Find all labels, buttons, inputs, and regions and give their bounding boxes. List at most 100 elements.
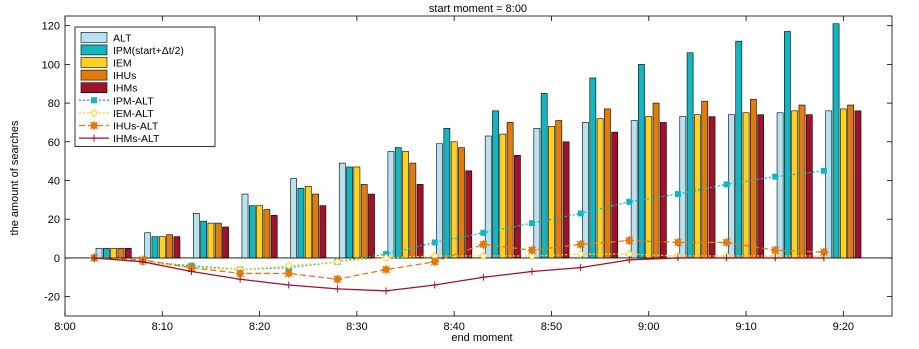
legend-marker-rays	[89, 121, 99, 130]
x-axis-label: end moment	[451, 332, 512, 344]
legend-marker-shape	[89, 108, 99, 118]
line-point	[430, 257, 440, 267]
bar	[798, 104, 806, 259]
y-axis-label: the amount of searches	[9, 120, 21, 235]
bar	[548, 126, 555, 259]
bar	[630, 120, 638, 259]
bar	[124, 247, 132, 259]
series-line	[94, 253, 824, 271]
line-point	[479, 251, 488, 261]
line-point	[626, 198, 633, 205]
line-point	[529, 220, 536, 227]
line-point-shape	[577, 210, 584, 217]
line-point	[478, 239, 488, 249]
legend-label: IEM	[113, 58, 132, 70]
bar	[484, 135, 492, 259]
line-point-shape	[187, 267, 195, 275]
line-point-shape	[528, 267, 536, 275]
bar	[214, 222, 222, 259]
bar	[825, 110, 833, 259]
bar	[222, 226, 229, 259]
legend-label: IHUs	[113, 70, 136, 82]
line-point	[722, 237, 732, 247]
line-point-rays	[819, 247, 829, 257]
line-point-shape	[431, 281, 439, 289]
bar	[589, 77, 597, 259]
line-point-rays	[478, 239, 488, 249]
line-point-shape	[333, 285, 341, 293]
line-point-shape	[236, 275, 244, 283]
line-point	[772, 173, 779, 180]
bar	[757, 114, 765, 259]
legend-marker	[89, 108, 99, 118]
bar	[638, 64, 645, 259]
legend-label: IEM-ALT	[113, 108, 154, 120]
line-point	[723, 254, 731, 262]
series-line	[94, 257, 824, 292]
chart-title: start moment = 8:00	[429, 3, 527, 15]
line-point-rays	[430, 257, 440, 267]
legend-label: IPM-ALT	[113, 95, 154, 107]
line-point	[723, 181, 730, 188]
line-point-shape	[285, 281, 293, 289]
bar	[611, 131, 619, 259]
line-point-shape	[577, 264, 585, 272]
y-tick-label: 100	[42, 59, 60, 71]
x-tick-label: 8:00	[54, 321, 75, 333]
bar	[832, 23, 840, 259]
line-point	[576, 239, 586, 249]
line-point	[576, 249, 585, 259]
line-point-shape	[529, 220, 536, 227]
bar	[750, 98, 757, 259]
legend-label: ALT	[113, 32, 132, 44]
line-point-shape	[674, 254, 682, 262]
legend-label: IHMs-ALT	[113, 133, 160, 145]
bar	[297, 187, 305, 259]
x-tick-label: 9:10	[735, 321, 756, 333]
bar	[166, 234, 173, 259]
line-point	[381, 265, 391, 275]
x-tick-label: 8:20	[249, 321, 270, 333]
bar	[158, 236, 166, 259]
bar	[784, 31, 791, 259]
bar	[604, 108, 611, 259]
line-point	[431, 239, 438, 246]
legend-marker	[90, 134, 98, 142]
line-point	[527, 245, 537, 255]
line-point-rays	[381, 265, 391, 275]
bar	[450, 141, 458, 259]
line-point	[625, 256, 633, 264]
bar	[679, 116, 687, 259]
line-point	[382, 287, 390, 295]
x-tick-label: 9:20	[833, 321, 854, 333]
line-point-shape	[820, 254, 828, 262]
bar	[805, 114, 813, 259]
line-point-rays	[527, 245, 537, 255]
legend-marker	[91, 97, 97, 104]
line-point	[431, 281, 439, 289]
y-tick-label: 40	[48, 176, 60, 188]
y-tick-label: -20	[44, 292, 60, 304]
bar	[776, 112, 784, 259]
line-point-rays	[673, 237, 683, 247]
line-point-shape	[771, 254, 779, 262]
line-point-shape	[479, 273, 487, 281]
line-point	[527, 251, 537, 261]
line-point-rays	[186, 263, 196, 273]
line-point	[577, 210, 584, 217]
bar	[338, 162, 346, 259]
line-point	[284, 268, 294, 278]
bar	[514, 155, 521, 259]
bar	[144, 232, 152, 259]
bar	[368, 193, 375, 259]
line-point-shape	[626, 198, 633, 205]
legend-swatch	[80, 44, 108, 56]
line-point-shape	[723, 181, 730, 188]
legend-marker	[89, 121, 99, 130]
line-point	[187, 267, 195, 275]
legend-swatch	[80, 31, 108, 43]
x-tick-label: 8:10	[152, 321, 173, 333]
line-point-shape	[479, 251, 488, 261]
bar	[319, 205, 327, 259]
